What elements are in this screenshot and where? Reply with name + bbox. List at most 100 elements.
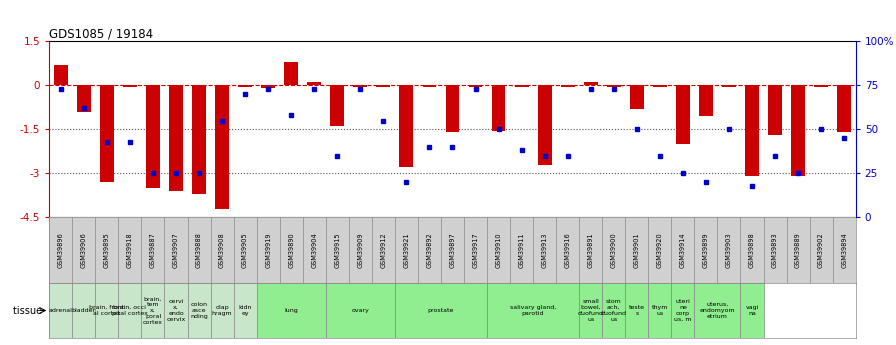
Text: GSM39901: GSM39901 <box>633 232 640 268</box>
Text: GDS1085 / 19184: GDS1085 / 19184 <box>49 27 153 40</box>
Bar <box>400 85 413 168</box>
Bar <box>745 85 759 176</box>
Bar <box>791 85 805 176</box>
Bar <box>699 85 713 116</box>
Text: GSM39890: GSM39890 <box>289 232 294 268</box>
Text: GSM39917: GSM39917 <box>472 232 478 268</box>
Bar <box>814 85 828 87</box>
Bar <box>538 85 552 165</box>
Bar <box>630 85 643 109</box>
Text: GSM39914: GSM39914 <box>680 232 685 268</box>
Bar <box>469 85 482 87</box>
Bar <box>215 85 229 208</box>
Bar <box>307 82 321 85</box>
Text: uterus,
endomyom
etrium: uterus, endomyom etrium <box>700 302 736 319</box>
Bar <box>211 283 234 338</box>
Text: prostate: prostate <box>427 308 454 313</box>
Text: GSM39915: GSM39915 <box>334 232 340 268</box>
Bar <box>376 85 391 87</box>
Text: GSM39898: GSM39898 <box>749 232 755 268</box>
Text: teste
s: teste s <box>629 305 645 316</box>
Text: GSM39893: GSM39893 <box>772 232 778 268</box>
Text: GSM39889: GSM39889 <box>795 232 801 268</box>
Text: GSM39911: GSM39911 <box>519 233 524 268</box>
Text: GSM39897: GSM39897 <box>450 232 455 268</box>
Bar <box>584 82 598 85</box>
Text: GSM39913: GSM39913 <box>542 233 547 268</box>
Bar <box>561 85 574 87</box>
Bar <box>837 85 851 132</box>
Text: bladder: bladder <box>72 308 96 313</box>
Text: GSM39909: GSM39909 <box>358 232 363 268</box>
Bar <box>353 85 367 87</box>
Bar <box>169 85 183 191</box>
Text: cervi
x,
endo
cervix: cervi x, endo cervix <box>167 299 185 322</box>
Text: stom
ach,
duofund
us: stom ach, duofund us <box>600 299 627 322</box>
Text: diap
hragm: diap hragm <box>211 305 232 316</box>
Text: GSM39902: GSM39902 <box>818 232 824 268</box>
Text: brain,
tem
x,
poral
cortex: brain, tem x, poral cortex <box>143 296 163 325</box>
Bar <box>649 283 671 338</box>
Bar <box>49 283 73 338</box>
Text: GSM39921: GSM39921 <box>403 232 409 268</box>
Text: GSM39919: GSM39919 <box>265 233 271 268</box>
Text: salivary gland,
parotid: salivary gland, parotid <box>510 305 556 316</box>
Bar <box>326 283 395 338</box>
Text: GSM39905: GSM39905 <box>242 232 248 268</box>
Bar <box>73 283 95 338</box>
Bar <box>142 283 165 338</box>
Text: small
bowel,
duofund
us: small bowel, duofund us <box>578 299 604 322</box>
Bar <box>740 283 763 338</box>
Bar <box>331 85 344 126</box>
Bar <box>165 283 187 338</box>
Text: GSM39888: GSM39888 <box>196 232 202 268</box>
Bar <box>118 283 142 338</box>
Text: adrenal: adrenal <box>49 308 73 313</box>
Bar <box>146 85 159 188</box>
Bar <box>123 85 137 87</box>
Text: GSM39904: GSM39904 <box>311 232 317 268</box>
Bar <box>423 85 436 87</box>
Bar <box>722 85 736 87</box>
Bar <box>492 85 505 131</box>
Bar <box>100 85 114 182</box>
Bar <box>95 283 118 338</box>
Text: thym
us: thym us <box>651 305 668 316</box>
Bar <box>514 85 529 87</box>
Bar <box>187 283 211 338</box>
Bar <box>238 85 252 87</box>
Bar <box>694 283 740 338</box>
Bar <box>262 85 275 88</box>
Bar <box>445 85 460 132</box>
Text: GSM39899: GSM39899 <box>703 232 709 268</box>
Bar <box>256 283 326 338</box>
Text: vagi
na: vagi na <box>745 305 759 316</box>
Text: GSM39918: GSM39918 <box>127 232 133 268</box>
Text: GSM39906: GSM39906 <box>81 232 87 268</box>
Text: GSM39891: GSM39891 <box>588 232 594 268</box>
Bar <box>487 283 579 338</box>
Bar <box>234 283 256 338</box>
Bar <box>768 85 782 135</box>
Text: GSM39900: GSM39900 <box>611 232 616 268</box>
Bar <box>625 283 649 338</box>
Bar <box>395 283 487 338</box>
Text: GSM39887: GSM39887 <box>150 232 156 268</box>
Bar <box>284 62 298 85</box>
Text: GSM39892: GSM39892 <box>426 232 433 268</box>
Text: GSM39912: GSM39912 <box>381 232 386 268</box>
Bar <box>676 85 690 144</box>
Text: colon
asce
nding: colon asce nding <box>190 302 208 319</box>
Text: GSM39920: GSM39920 <box>657 232 663 268</box>
Text: brain, front
al cortex: brain, front al cortex <box>90 305 125 316</box>
Text: GSM39907: GSM39907 <box>173 232 179 268</box>
Text: ovary: ovary <box>351 308 369 313</box>
Bar <box>54 65 68 85</box>
Text: tissue: tissue <box>13 306 45 315</box>
Text: GSM39903: GSM39903 <box>726 232 732 268</box>
Text: kidn
ey: kidn ey <box>238 305 252 316</box>
Bar <box>77 85 90 112</box>
Text: GSM39908: GSM39908 <box>220 232 225 268</box>
Bar <box>653 85 667 87</box>
Text: GSM39894: GSM39894 <box>841 232 847 268</box>
